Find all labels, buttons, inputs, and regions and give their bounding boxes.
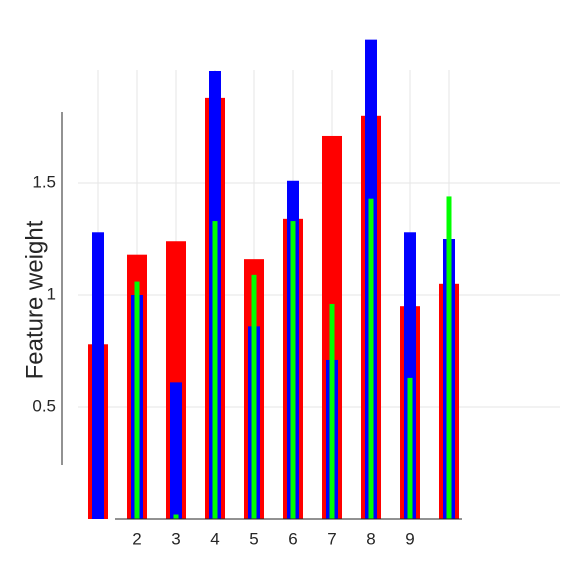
y-tick-label: 1 [47, 284, 56, 303]
bar [170, 382, 182, 519]
bar [404, 232, 416, 519]
x-tick-label: 8 [366, 529, 375, 548]
x-tick-label: 6 [288, 529, 297, 548]
x-tick-label: 9 [405, 529, 414, 548]
y-axis-label: Feature weight [21, 220, 48, 379]
y-tick-label: 0.5 [32, 396, 56, 415]
x-tick-label: 2 [132, 529, 141, 548]
x-tick-label: 7 [327, 529, 336, 548]
bar [212, 221, 218, 519]
x-tick-label: 4 [210, 529, 219, 548]
y-tick-label: 1.5 [32, 172, 56, 191]
bar [173, 514, 179, 519]
x-tick-label: 5 [249, 529, 258, 548]
bar [329, 303, 335, 519]
bar [92, 232, 104, 519]
bar [290, 221, 296, 519]
bar [446, 196, 452, 519]
bar [407, 377, 413, 519]
x-tick-label: 3 [171, 529, 180, 548]
bar [134, 281, 140, 519]
bar [368, 198, 374, 519]
bar [251, 274, 257, 519]
